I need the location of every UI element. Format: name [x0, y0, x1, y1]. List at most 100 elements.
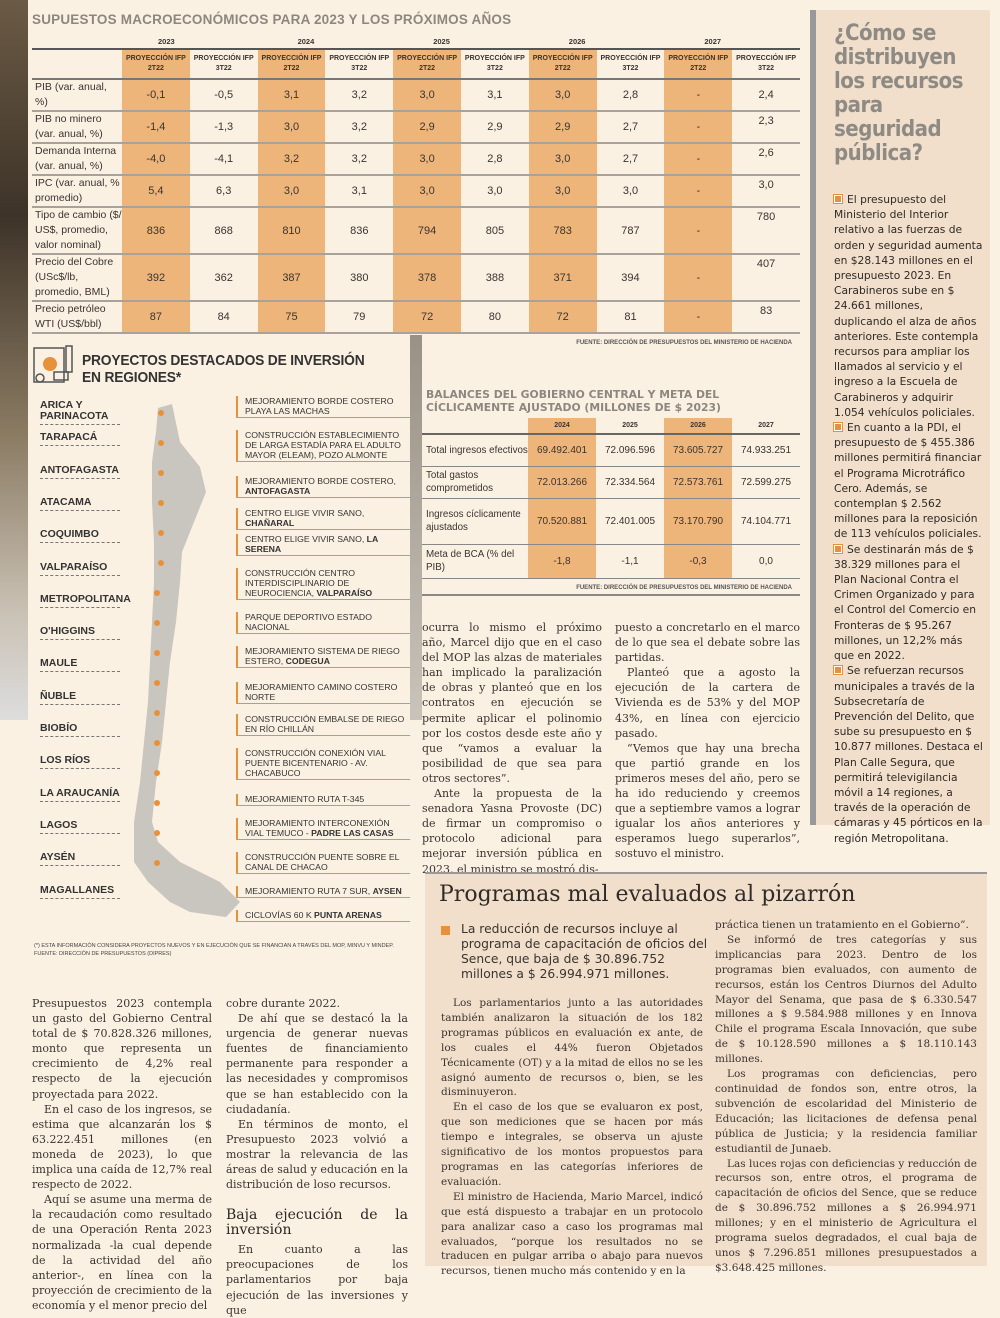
region-dot: [154, 710, 160, 716]
column-header: PROYECCIÓN IFP 2T22: [122, 48, 190, 80]
table-source: FUENTE: DIRECCIÓN DE PRESUPUESTOS DEL MI…: [422, 579, 800, 596]
table-row: Precio petróleo WTI (US$/bbl) 87 84 75 79 72 8…: [32, 301, 800, 334]
table-cell: 0,0: [732, 544, 800, 579]
table-cell: 2,6: [732, 143, 800, 176]
balances-table: BALANCES DEL GOBIERNO CENTRAL Y META DEL…: [422, 388, 800, 596]
region-label: AYSÉN: [40, 852, 120, 867]
bullet-icon: [833, 422, 843, 433]
table-cell: 74.933.251: [732, 434, 800, 467]
row-label: PIB (var. anual, %): [32, 79, 122, 112]
column-header: 2025: [596, 418, 664, 435]
table-row: IPC (var. anual, % promedio) 5,4 6,3 3,0 3,1…: [32, 175, 800, 208]
region-dot: [154, 650, 160, 656]
project-item: CONSTRUCCIÓN CONEXIÓN VIAL PUENTE BICENT…: [236, 748, 410, 780]
article-column: ocurra lo mismo el próximo año, Marcel d…: [422, 620, 602, 877]
table-cell: 3,0: [257, 175, 326, 208]
paragraph: Las luces rojas con deficiencias y reduc…: [715, 1157, 977, 1274]
table-cell: -: [664, 301, 733, 334]
map-title: PROYECTOS DESTACADOS DE INVERSIÓN EN REG…: [82, 352, 365, 386]
column-header: PROYECCIÓN IFP 3T22: [189, 48, 258, 80]
table-cell: 84: [189, 301, 258, 334]
programs-box: Programas mal evaluados al pizarrón La r…: [425, 872, 987, 1277]
table-cell: -: [664, 143, 733, 176]
row-label: Demanda Interna (var. anual, %): [32, 143, 122, 176]
table-cell: 5,4: [122, 175, 190, 208]
project-item: MEJORAMIENTO CAMINO COSTERO NORTE: [236, 682, 410, 704]
region-dot: [154, 800, 160, 806]
project-item: MEJORAMIENTO RUTA 7 SUR, AYSEN: [236, 886, 410, 898]
table-cell: -: [664, 175, 733, 208]
project-item: CONSTRUCCIÓN ESTABLECIMIENTO DE LARGA ES…: [236, 430, 410, 462]
blueprint-icon: [33, 345, 73, 383]
table-cell: 3,0: [393, 143, 461, 176]
table-cell: 787: [596, 207, 665, 255]
column-header: PROYECCIÓN IFP 3T22: [732, 48, 800, 80]
table-cell: -1,4: [122, 111, 190, 144]
row-label: Total ingresos efectivos: [422, 434, 528, 467]
table-cell: -4,1: [189, 143, 258, 176]
sidebar-item: El presupuesto del Ministerio del Interi…: [833, 193, 983, 419]
project-item: MEJORAMIENTO RUTA T-345: [236, 794, 410, 806]
table-source: FUENTE: DIRECCIÓN DE PRESUPUESTOS DEL MI…: [576, 340, 792, 346]
table-cell: 3,0: [393, 79, 461, 112]
article-column: puesto a concretarlo en el marco de lo q…: [615, 620, 800, 862]
bullet-icon: [833, 665, 843, 676]
paragraph: Los programas con deficiencias, pero con…: [715, 1068, 977, 1155]
table-cell: 69.492.401: [528, 434, 596, 467]
row-label: Ingresos cíclicamente ajustados: [422, 498, 528, 545]
table-cell: 73.170.790: [664, 498, 732, 545]
year: 2027: [704, 37, 722, 46]
table-row: PIB no minero (var. anual, %) -1,4 -1,3 3,0…: [32, 111, 800, 144]
table-cell: 2,7: [596, 143, 665, 176]
region-dot: [158, 440, 164, 446]
table-cell: 75: [257, 301, 326, 334]
table-cell: 3,2: [325, 143, 394, 176]
region-dot: [158, 410, 164, 416]
project-item: MEJORAMIENTO BORDE COSTERO PLAYA LAS MAC…: [236, 396, 410, 418]
table-cell: -0,5: [189, 79, 258, 112]
region-dot: [154, 860, 160, 866]
paragraph: Los parlamentarios junto a las autoridad…: [441, 997, 703, 1099]
region-label: LOS RÍOS: [40, 755, 120, 770]
region-label: LA ARAUCANÍA: [40, 787, 120, 802]
regional-projects-map: PROYECTOS DESTACADOS DE INVERSIÓN EN REG…: [30, 342, 410, 960]
table-row: PIB (var. anual, %) -0,1 -0,5 3,1 3,2 3,0 3,1 3…: [32, 79, 800, 112]
paragraph: En el caso de los que se evaluaron ex po…: [441, 1101, 703, 1188]
table-cell: 80: [460, 301, 529, 334]
table-cell: 3,1: [325, 175, 394, 208]
table-cell: 72: [528, 301, 597, 334]
table-cell: 394: [596, 254, 665, 302]
article-column: práctica tienen un tratamiento en el Gob…: [715, 918, 977, 1276]
region-label: ANTOFAGASTA: [40, 464, 120, 479]
region-label: MAGALLANES: [40, 884, 120, 899]
photo-strip: [410, 335, 422, 720]
table-row: Tipo de cambio ($/ US$, promedio, valor …: [32, 207, 800, 255]
region-dot: [158, 530, 164, 536]
row-label: Total gastos comprometidos: [422, 466, 528, 499]
paragraph: ocurra lo mismo el próximo año, Marcel d…: [422, 621, 602, 785]
table-cell: 2,9: [460, 111, 529, 144]
sidebar-item: En cuanto a la PDI, el presupuesto de $ …: [833, 421, 982, 541]
paragraph: En cuanto a las preocupaciones de los pa…: [226, 1243, 408, 1317]
bullet-icon: [441, 926, 450, 935]
region-label: ATACAMA: [40, 496, 120, 511]
table-cell: 3,2: [325, 79, 394, 112]
table-cell: 3,0: [528, 175, 597, 208]
project-item: CONSTRUCCIÓN CENTRO INTERDISCIPLINARIO D…: [236, 568, 410, 600]
column-header: 2027: [732, 418, 800, 435]
row-label: IPC (var. anual, % promedio): [32, 175, 122, 208]
row-label: PIB no minero (var. anual, %): [32, 111, 122, 144]
table-cell: 3,0: [528, 79, 597, 112]
paragraph: Se informó de tres categorías y sus impl…: [715, 933, 977, 1066]
paragraph: Planteó que a agosto la ejecución de la …: [615, 666, 800, 740]
photo-strip: [0, 0, 28, 720]
year: 2025: [433, 37, 450, 46]
region-label: O'HIGGINS: [40, 626, 120, 641]
year-row: 2023 2024 2025 2026 2027: [32, 35, 800, 49]
table-cell: 3,0: [596, 175, 665, 208]
region-label: MAULE: [40, 658, 120, 673]
macro-assumptions-table: SUPUESTOS MACROECONÓMICOS PARA 2023 Y LO…: [32, 12, 800, 346]
region-label: BIOBÍO: [40, 723, 120, 737]
paragraph: puesto a concretarlo en el marco de lo q…: [615, 621, 800, 665]
table-cell: 72.401.005: [596, 498, 664, 545]
